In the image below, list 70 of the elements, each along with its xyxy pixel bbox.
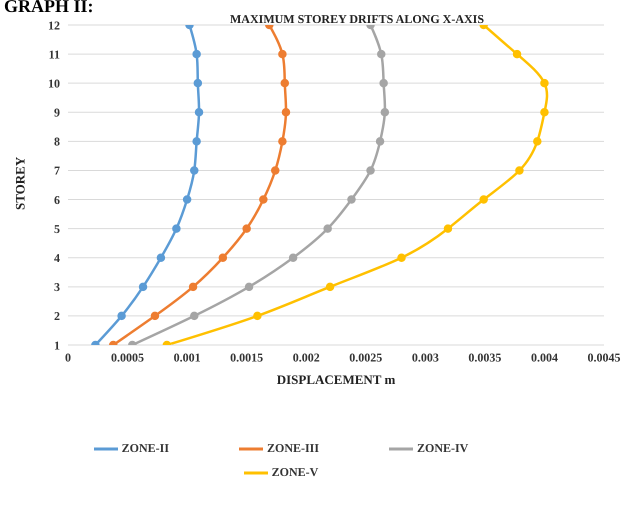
y-tick-label: 7 bbox=[54, 164, 60, 178]
legend-label: ZONE-III bbox=[266, 440, 319, 455]
point bbox=[366, 166, 375, 175]
y-tick-label: 3 bbox=[54, 280, 60, 294]
point bbox=[540, 78, 549, 88]
y-tick-label: 10 bbox=[48, 76, 60, 90]
point bbox=[288, 253, 298, 262]
y-tick-label: 8 bbox=[54, 134, 60, 149]
y-tick-label: 6 bbox=[54, 192, 60, 207]
point bbox=[282, 108, 290, 117]
text: GRAPH II: bbox=[4, 0, 94, 17]
point bbox=[326, 282, 334, 292]
y-tick-label: 1 bbox=[54, 338, 60, 352]
legend-label: ZONE-IV bbox=[417, 440, 468, 455]
y-axis-title: STOREY bbox=[12, 156, 28, 210]
point bbox=[380, 108, 390, 117]
point bbox=[377, 50, 386, 58]
point bbox=[190, 312, 199, 320]
point bbox=[259, 195, 268, 204]
point bbox=[242, 224, 251, 233]
x-axis-title: DISPLACEMENT m bbox=[276, 372, 396, 388]
point bbox=[278, 50, 287, 58]
y-tick-label: 5 bbox=[54, 222, 60, 236]
y-tick-label: 11 bbox=[48, 47, 60, 62]
point bbox=[182, 195, 192, 204]
point bbox=[194, 108, 204, 117]
point bbox=[218, 253, 228, 262]
point bbox=[192, 50, 201, 58]
point bbox=[172, 224, 181, 233]
x-tick-label: 0.0005 bbox=[111, 350, 144, 365]
point bbox=[271, 166, 280, 175]
y-tick-label: 12 bbox=[48, 18, 60, 32]
point bbox=[280, 78, 290, 88]
y-tick-label: 2 bbox=[54, 309, 60, 324]
legend-label: ZONE-V bbox=[272, 464, 318, 479]
point bbox=[347, 195, 356, 204]
x-tick-label: 0.001 bbox=[174, 350, 201, 365]
point bbox=[397, 253, 406, 262]
point bbox=[138, 282, 148, 292]
point bbox=[244, 282, 254, 292]
point bbox=[512, 50, 522, 58]
point bbox=[379, 78, 388, 88]
y-tick-label: 4 bbox=[54, 250, 60, 265]
point bbox=[479, 195, 488, 204]
point bbox=[190, 166, 199, 175]
point bbox=[515, 166, 524, 175]
point bbox=[376, 137, 384, 146]
point bbox=[150, 312, 160, 320]
x-tick-label: 0.0045 bbox=[588, 350, 620, 365]
point bbox=[253, 312, 262, 320]
point bbox=[194, 78, 202, 88]
x-tick-label: 0.0035 bbox=[468, 350, 502, 365]
point bbox=[540, 108, 549, 117]
x-tick-label: 0.0015 bbox=[230, 350, 264, 365]
point bbox=[188, 282, 198, 292]
chart-title: MAXIMUM STOREY DRIFTS ALONG X-AXIS bbox=[230, 12, 484, 26]
x-tick-label: 0.002 bbox=[292, 350, 320, 365]
point bbox=[278, 137, 287, 146]
y-tick-label: 9 bbox=[54, 106, 60, 120]
x-tick-label: 0 bbox=[65, 350, 71, 365]
point bbox=[192, 137, 201, 146]
point bbox=[533, 137, 542, 146]
point bbox=[117, 312, 126, 320]
point bbox=[156, 253, 166, 262]
point bbox=[323, 224, 332, 233]
x-tick-label: 0.003 bbox=[412, 350, 439, 365]
legend-label: ZONE-II bbox=[122, 440, 169, 455]
x-tick-label: 0.004 bbox=[530, 350, 558, 365]
point bbox=[444, 224, 452, 233]
x-tick-label: 0.0025 bbox=[349, 350, 382, 365]
